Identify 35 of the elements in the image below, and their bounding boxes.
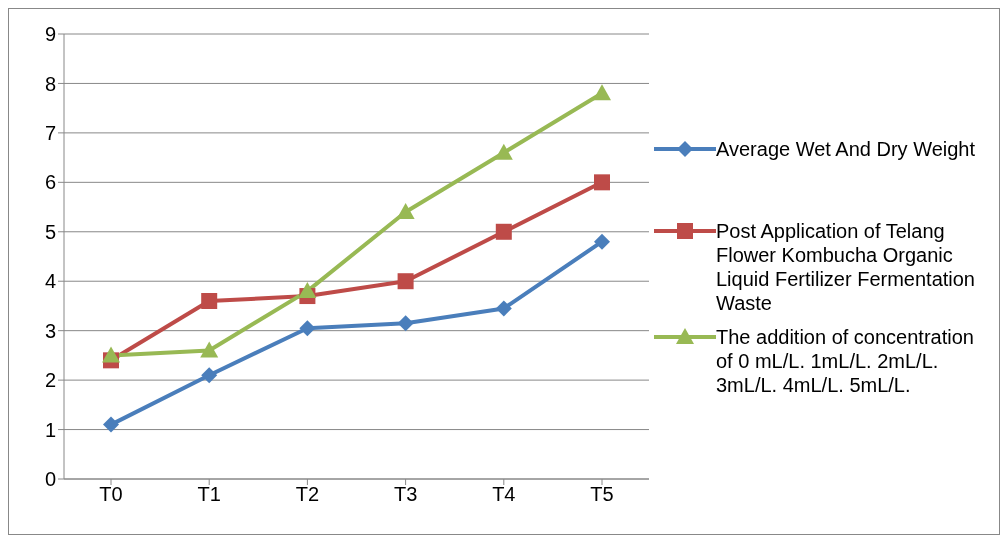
point bbox=[298, 282, 317, 299]
point bbox=[102, 346, 120, 363]
y-tick-label: 8 bbox=[44, 72, 56, 95]
x-tick-label: T2 bbox=[295, 483, 320, 506]
x-tick-label: T3 bbox=[393, 483, 418, 506]
x-tick-label: T0 bbox=[99, 483, 123, 506]
point bbox=[397, 315, 414, 332]
point bbox=[495, 300, 512, 317]
point bbox=[494, 143, 513, 160]
x-tick-label: T5 bbox=[590, 483, 614, 506]
y-tick-label: 5 bbox=[44, 220, 56, 243]
x-tick-label: T1 bbox=[197, 483, 221, 506]
y-tick-label: 0 bbox=[44, 468, 56, 491]
y-tick-label: 1 bbox=[44, 418, 56, 441]
point bbox=[594, 233, 610, 250]
legend-label: Average Wet And Dry Weight bbox=[716, 136, 976, 161]
point bbox=[396, 203, 415, 219]
legend-label: The addition of concentration of 0 mL/L. 1mL/L. 2mL/L. 3mL/L. 4mL/L. 5mL/L. bbox=[716, 324, 975, 397]
y-tick-label: 3 bbox=[44, 319, 56, 342]
point bbox=[201, 293, 218, 309]
y-tick-label: 7 bbox=[44, 121, 56, 144]
point bbox=[103, 416, 119, 433]
point bbox=[200, 341, 219, 358]
point bbox=[594, 174, 610, 191]
legend-label: Post Application of Telang Flower Kombucha Organic Liquid Fertilizer Fermentation Waste bbox=[716, 218, 976, 315]
point bbox=[397, 273, 414, 290]
point bbox=[495, 223, 512, 240]
y-tick-label: 6 bbox=[44, 171, 56, 194]
x-tick-label: T4 bbox=[492, 483, 516, 506]
y-tick-label: 2 bbox=[44, 369, 56, 392]
y-tick-label: 4 bbox=[44, 270, 56, 293]
point bbox=[593, 84, 611, 101]
point bbox=[299, 320, 316, 337]
y-tick-label: 9 bbox=[44, 23, 56, 46]
point bbox=[201, 367, 218, 384]
